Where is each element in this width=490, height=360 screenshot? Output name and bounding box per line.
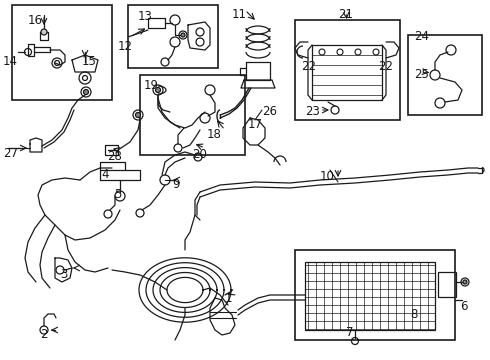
Text: 3: 3 [60, 268, 68, 281]
Text: 16: 16 [28, 14, 43, 27]
Text: 11: 11 [232, 8, 247, 21]
Text: 20: 20 [192, 148, 207, 161]
Text: 5: 5 [114, 188, 122, 201]
Text: 27: 27 [3, 147, 18, 160]
Bar [12, 5, 112, 100]
Bar [305, 262, 435, 330]
Text: 22: 22 [301, 60, 316, 73]
Text: 4: 4 [101, 168, 108, 181]
Text: 17: 17 [248, 118, 263, 131]
Bar [408, 35, 482, 115]
Text: 15: 15 [82, 55, 97, 68]
Text: 7: 7 [346, 326, 353, 339]
Bar [438, 272, 456, 297]
Circle shape [83, 90, 89, 94]
Text: 19: 19 [144, 79, 159, 92]
Text: 12: 12 [118, 40, 133, 53]
Bar [140, 75, 245, 155]
Text: 22: 22 [378, 60, 393, 73]
Text: 28: 28 [107, 150, 122, 163]
Bar [128, 5, 218, 68]
Circle shape [155, 87, 161, 93]
Bar [295, 250, 455, 340]
Circle shape [136, 112, 141, 117]
Circle shape [463, 280, 467, 284]
Text: 8: 8 [410, 308, 417, 321]
Text: 25: 25 [414, 68, 429, 81]
Text: 23: 23 [305, 105, 320, 118]
Circle shape [41, 29, 47, 35]
Text: 6: 6 [460, 300, 467, 313]
Text: 2: 2 [40, 328, 48, 341]
Text: 26: 26 [262, 105, 277, 118]
Text: 14: 14 [3, 55, 18, 68]
Circle shape [181, 33, 185, 37]
Text: 13: 13 [138, 10, 153, 23]
Text: 24: 24 [414, 30, 429, 43]
Text: 1: 1 [225, 292, 232, 305]
Text: 10: 10 [320, 170, 335, 183]
Text: 21: 21 [338, 8, 353, 21]
Text: 9: 9 [172, 178, 179, 191]
Bar [295, 20, 400, 120]
Text: 18: 18 [207, 128, 222, 141]
